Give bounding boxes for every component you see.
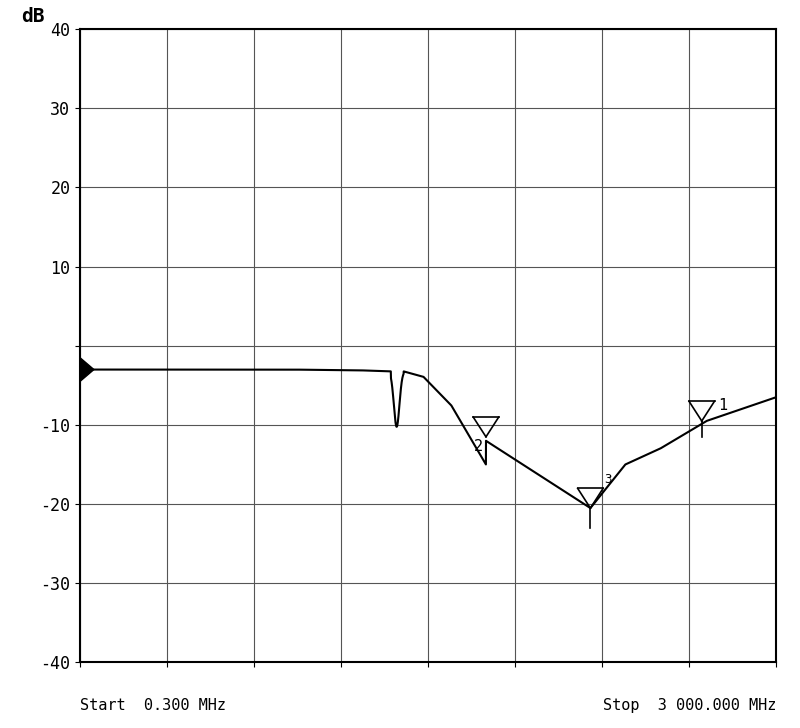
Text: 1: 1 <box>718 397 727 413</box>
Polygon shape <box>80 357 94 381</box>
Text: 2: 2 <box>474 439 483 454</box>
Text: dB: dB <box>21 7 44 26</box>
Text: Stop  3 000.000 MHz: Stop 3 000.000 MHz <box>602 698 776 713</box>
Text: 3: 3 <box>604 473 612 486</box>
Text: Start  0.300 MHz: Start 0.300 MHz <box>80 698 226 713</box>
